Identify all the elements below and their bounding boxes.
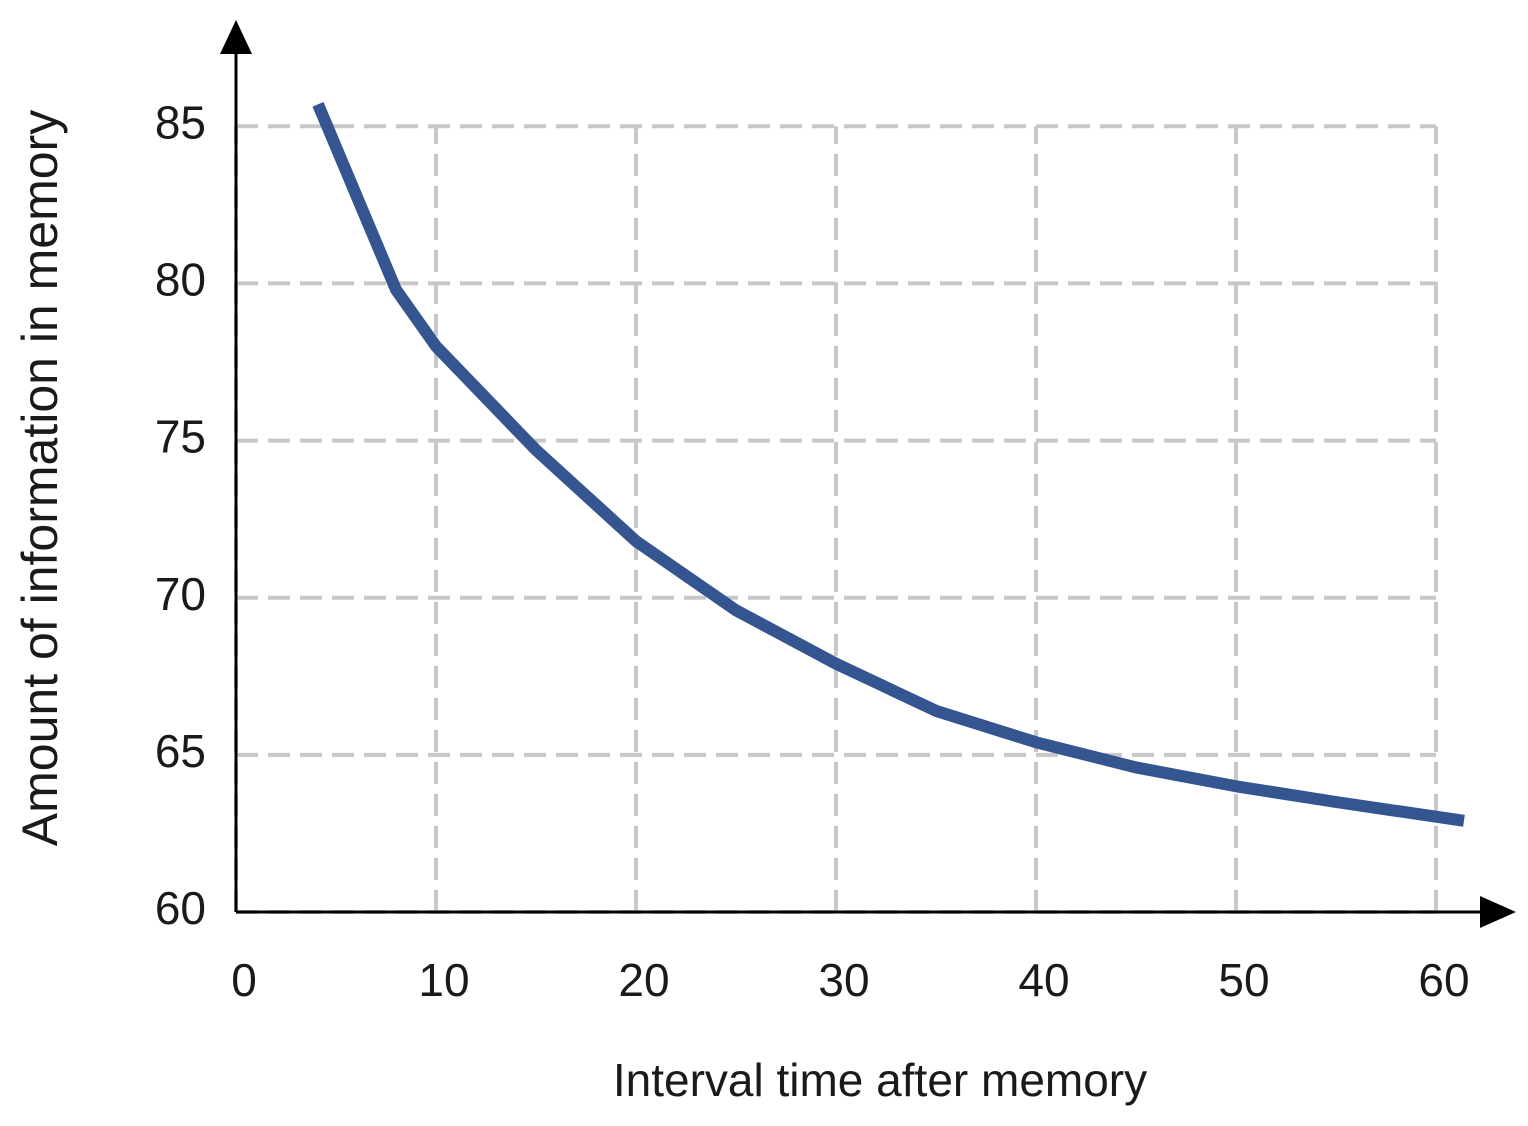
y-axis-arrow: [220, 20, 252, 54]
y-tick-label: 70: [155, 568, 206, 620]
y-tick-label: 65: [155, 725, 206, 777]
y-tick-label: 75: [155, 411, 206, 463]
line: [312, 101, 1465, 827]
x-tick-label: 10: [418, 954, 469, 1006]
x-tick-label: 30: [818, 954, 869, 1006]
y-tick-label: 60: [155, 882, 206, 934]
x-tick-label: 0: [231, 954, 257, 1006]
x-tick-label: 40: [1018, 954, 1069, 1006]
x-axis-arrow: [1480, 896, 1516, 928]
x-tick-label: 20: [618, 954, 669, 1006]
y-tick-label: 85: [155, 96, 206, 148]
x-tick-label: 60: [1418, 954, 1469, 1006]
x-tick-label: 50: [1218, 954, 1269, 1006]
x-axis-label: Interval time after memory: [613, 1054, 1147, 1106]
y-tick-label: 80: [155, 254, 206, 306]
y-axis-label: Amount of information in memory: [12, 110, 68, 846]
